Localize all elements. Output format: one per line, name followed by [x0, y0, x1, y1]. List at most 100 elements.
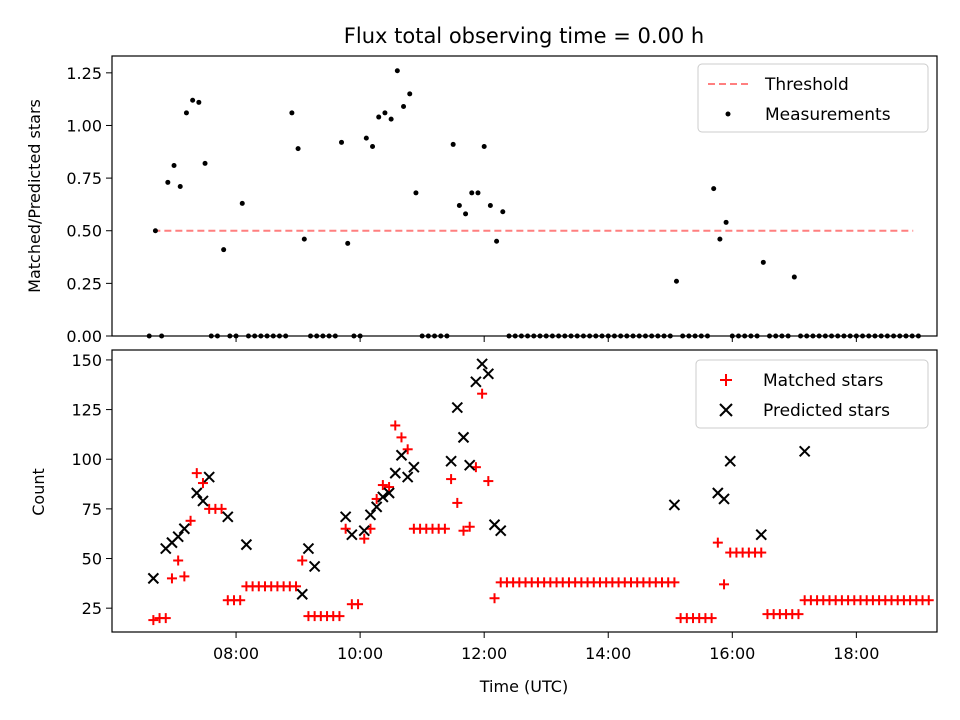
- bottom-y-tick-label: 150: [71, 351, 102, 370]
- measurement-point: [289, 110, 295, 116]
- measurement-point: [463, 211, 469, 217]
- predicted-legend-swatch: [719, 403, 733, 417]
- predicted-star-point: [457, 431, 470, 444]
- measurement-point: [450, 141, 456, 147]
- bottom-x-tick-label: 12:00: [461, 644, 507, 663]
- predicted-star-point: [724, 455, 736, 467]
- matched-star-point: [483, 476, 494, 487]
- bottom-x-tick-label: 16:00: [709, 644, 755, 663]
- matched-star-point: [402, 444, 413, 455]
- predicted-star-point: [296, 588, 308, 600]
- matched-star-point: [446, 474, 457, 485]
- top-y-tick-label: 0.00: [66, 327, 102, 346]
- top-axes-decor: 0.00 0.25 0.50 0.75 1.00 1.25: [66, 64, 857, 346]
- predicted-star-point: [470, 376, 482, 388]
- measurement-point: [382, 110, 388, 116]
- top-plot-frame: [111, 55, 938, 337]
- predicted-star-point: [395, 449, 408, 461]
- predicted-star-point: [358, 525, 370, 537]
- measurement-point: [190, 97, 196, 103]
- matched-star-point: [489, 593, 500, 604]
- measurement-point: [221, 247, 227, 253]
- measurement-point: [760, 259, 766, 265]
- measurement-point: [339, 139, 345, 145]
- measurement-point: [456, 202, 462, 208]
- measurement-point: [469, 190, 475, 196]
- matched-star-point: [216, 503, 227, 514]
- matched-star-point: [173, 555, 184, 566]
- matched-star-point: [191, 468, 202, 479]
- predicted-legend-label: Predicted stars: [763, 401, 890, 421]
- measurement-point: [401, 104, 407, 110]
- bottom-axes-decor: 25 50 75 100 125 150 08:00 10:00 12:00 14:00 16:00…: [71, 351, 879, 663]
- top-legend: Threshold Measurements: [697, 63, 929, 133]
- predicted-star-point: [178, 523, 191, 535]
- matched-legend-swatch: [720, 374, 732, 386]
- predicted-star-point: [668, 499, 681, 511]
- matched-star-point: [390, 420, 401, 431]
- predicted-star-point: [172, 530, 184, 543]
- predicted-star-point: [240, 538, 253, 551]
- measurement-point: [295, 146, 301, 152]
- predicted-star-point: [191, 487, 203, 499]
- measurement-point: [791, 274, 797, 280]
- top-y-tick-label: 1.00: [66, 116, 102, 135]
- measurement-point: [723, 219, 729, 225]
- measurement-point: [196, 99, 202, 105]
- matched-star-point: [706, 613, 717, 624]
- measurement-point: [370, 144, 376, 150]
- predicted-star-point: [798, 445, 811, 457]
- measurement-point: [152, 228, 158, 234]
- matched-star-point: [377, 480, 388, 491]
- measurement-point: [171, 162, 177, 168]
- predicted-star-point: [383, 487, 395, 499]
- measurement-point: [394, 68, 400, 74]
- measurement-point: [717, 236, 723, 242]
- top-y-tick-label: 0.75: [66, 169, 102, 188]
- measurement-point: [494, 238, 500, 244]
- matched-star-point: [160, 613, 171, 624]
- bottom-plot-frame: [111, 349, 938, 633]
- predicted-star-point: [482, 368, 495, 380]
- predicted-star-point: [222, 511, 234, 523]
- measurement-point: [413, 190, 419, 196]
- matched-star-point: [185, 515, 196, 526]
- matched-star-point: [396, 432, 407, 443]
- measurement-point: [345, 240, 351, 246]
- measurement-point: [376, 114, 382, 120]
- bottom-x-tick-label: 18:00: [833, 644, 879, 663]
- matched-star-point: [923, 595, 934, 606]
- measurement-point: [165, 179, 171, 185]
- top-y-tick-label: 0.25: [66, 274, 102, 293]
- matched-star-point: [179, 571, 190, 582]
- predicted-star-point: [346, 528, 358, 541]
- top-y-axis-label: Matched/Predicted stars: [25, 99, 44, 293]
- predicted-star-point: [389, 467, 401, 479]
- predicted-star-point: [401, 471, 414, 483]
- measurement-point: [388, 116, 394, 122]
- predicted-star-point: [197, 495, 209, 507]
- bottom-y-tick-label: 75: [82, 500, 102, 519]
- measurements-legend-swatch: [725, 111, 731, 117]
- threshold-legend-label: Threshold: [764, 75, 849, 95]
- matched-star-point: [477, 388, 488, 399]
- measurement-point: [239, 200, 245, 206]
- top-y-tick-label: 1.25: [66, 64, 102, 83]
- bottom-y-tick-label: 50: [82, 550, 102, 569]
- predicted-star-point: [463, 459, 476, 471]
- matched-star-point: [712, 537, 723, 548]
- predicted-star-point: [364, 509, 377, 521]
- predicted-star-point: [339, 511, 352, 523]
- measurements-legend-label: Measurements: [765, 105, 891, 125]
- predicted-star-point: [147, 572, 160, 585]
- measurement-point: [301, 236, 307, 242]
- matched-star-point: [452, 497, 463, 508]
- top-y-tick-label: 0.50: [66, 222, 102, 241]
- measurement-point: [711, 186, 717, 192]
- predicted-star-point: [308, 560, 321, 573]
- matched-star-point: [719, 579, 730, 590]
- matched-star-point: [439, 523, 450, 534]
- bottom-legend-box: [695, 359, 929, 429]
- measurement-point: [363, 135, 369, 141]
